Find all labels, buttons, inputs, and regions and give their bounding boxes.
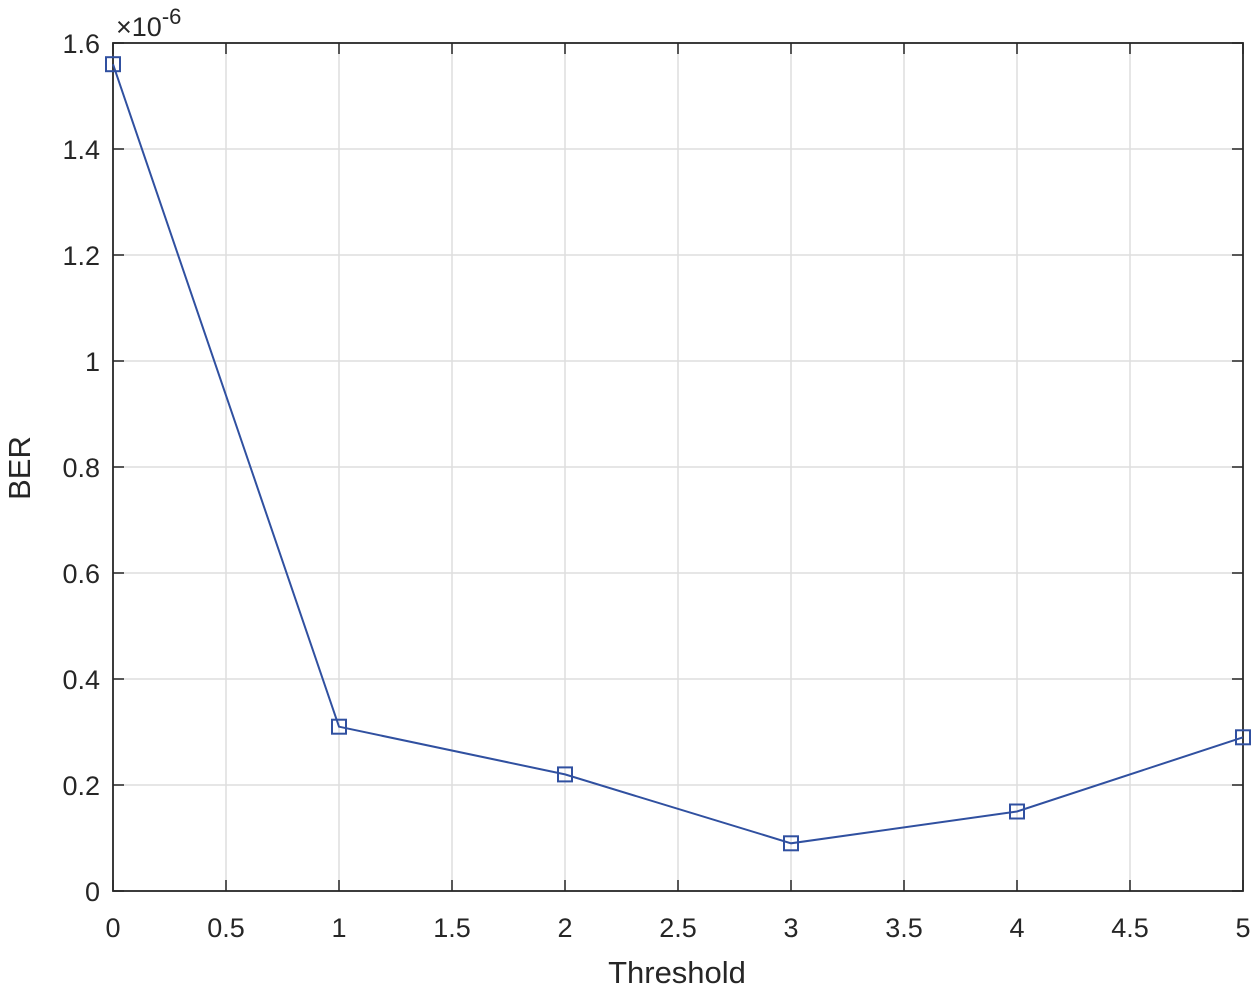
y-tick-label: 1.4 [62, 135, 100, 165]
y-axis-ticks: 0 0.2 0.4 0.6 0.8 1 1.2 1.4 1.6 [62, 29, 1243, 907]
series-line [112, 63, 1244, 845]
x-tick-label: 4 [1009, 913, 1024, 943]
x-tick-label: 4.5 [1111, 913, 1149, 943]
x-axis-ticks: 0 0.5 1 1.5 2 2.5 3 3.5 4 4.5 5 [105, 43, 1251, 943]
y-tick-label: 1.2 [62, 241, 100, 271]
x-tick-label: 1.5 [433, 913, 471, 943]
data-series [105, 56, 1251, 852]
y-tick-label: 0.4 [62, 665, 100, 695]
y-axis-label: BER [2, 436, 37, 500]
data-point-marker [331, 718, 347, 735]
data-point-marker [1235, 729, 1251, 746]
y-axis-exponent-label: ×10-6 [116, 4, 181, 42]
x-tick-label: 1 [331, 913, 346, 943]
y-tick-label: 0.6 [62, 559, 100, 589]
x-tick-label: 2 [557, 913, 572, 943]
y-tick-label: 1.6 [62, 29, 100, 59]
x-tick-label: 0 [105, 913, 120, 943]
y-tick-label: 1 [85, 347, 100, 377]
y-tick-label: 0.8 [62, 453, 100, 483]
data-point-marker [1009, 803, 1025, 820]
x-tick-label: 3 [783, 913, 798, 943]
data-point-marker [783, 835, 799, 852]
x-tick-label: 2.5 [659, 913, 697, 943]
y-tick-label: 0 [85, 877, 100, 907]
x-tick-label: 3.5 [885, 913, 923, 943]
grid-lines [113, 43, 1243, 891]
data-point-marker [557, 766, 573, 783]
y-tick-label: 0.2 [62, 771, 100, 801]
x-tick-label: 0.5 [207, 913, 245, 943]
data-point-marker [105, 56, 121, 73]
x-axis-label: Threshold [608, 955, 746, 989]
x-tick-label: 5 [1235, 913, 1250, 943]
